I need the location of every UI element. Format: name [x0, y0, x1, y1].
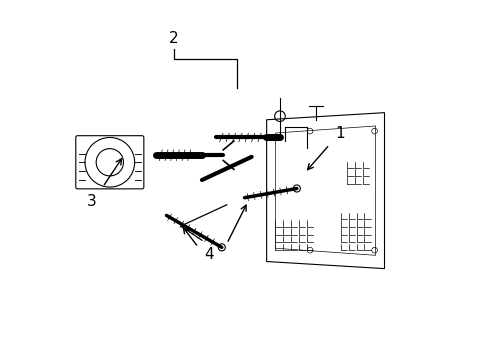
Text: 4: 4 [204, 247, 213, 262]
Text: 3: 3 [87, 194, 97, 209]
Text: 2: 2 [168, 31, 178, 46]
Text: 1: 1 [335, 126, 345, 141]
